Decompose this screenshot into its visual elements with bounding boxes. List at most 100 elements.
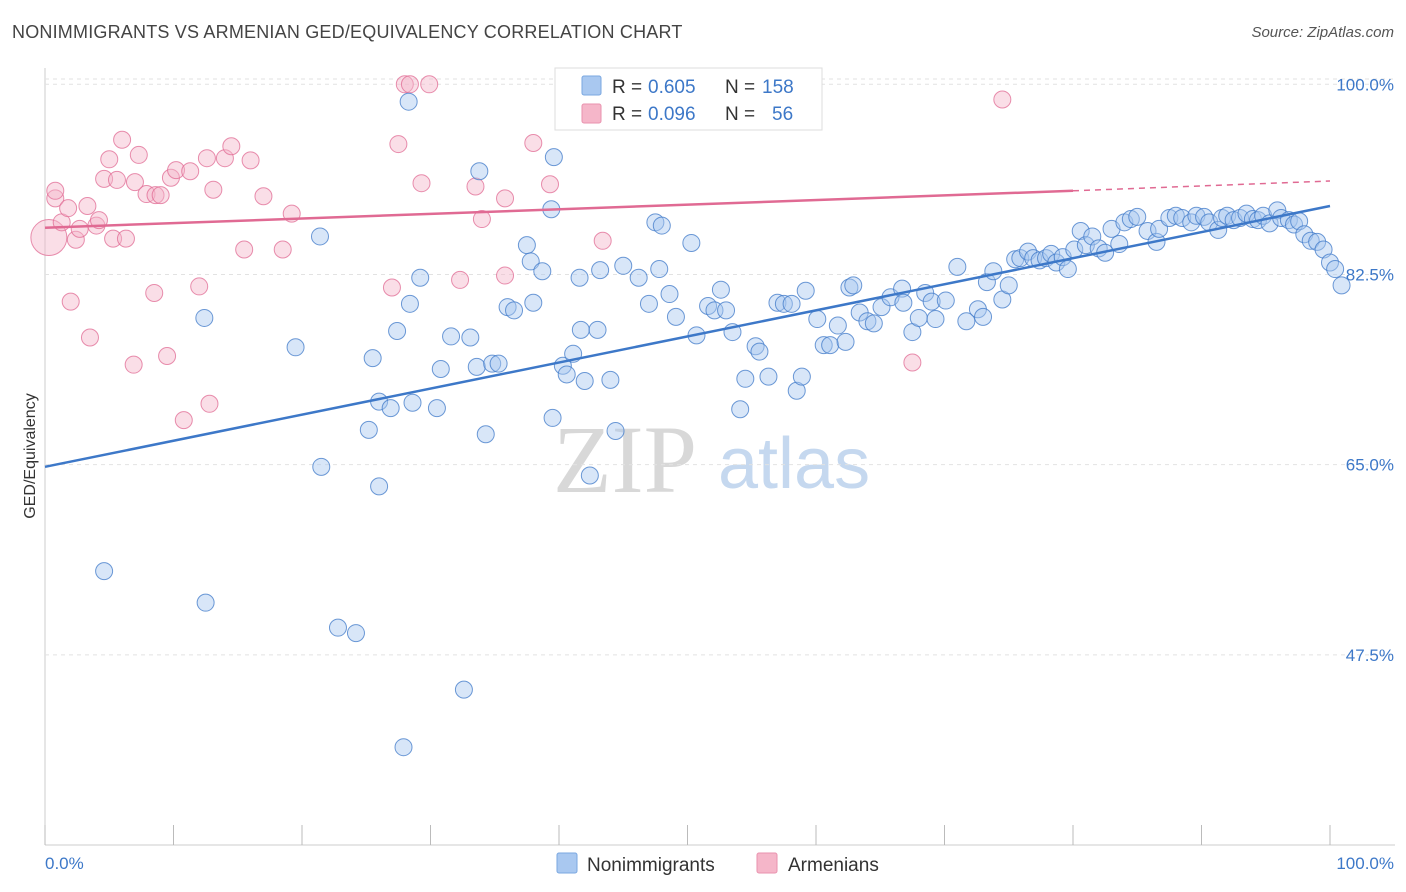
armenians-point bbox=[129, 145, 148, 164]
armenians-point bbox=[412, 174, 431, 193]
x-tick-label-min: 0.0% bbox=[45, 854, 84, 873]
armenians-point bbox=[78, 197, 97, 216]
armenians-point bbox=[222, 137, 241, 156]
watermark-atlas: atlas bbox=[718, 424, 870, 504]
nonimmigrants-point bbox=[1083, 227, 1102, 246]
nonimmigrants-point bbox=[864, 314, 883, 333]
armenians-point bbox=[181, 162, 200, 181]
x-tick-label-max: 100.0% bbox=[1336, 854, 1394, 873]
nonimmigrants-point bbox=[580, 466, 599, 485]
bottom-legend-label-armenians: Armenians bbox=[788, 855, 879, 876]
nonimmigrants-point bbox=[571, 320, 590, 339]
nonimmigrants-point bbox=[431, 360, 450, 379]
y-tick-label: 82.5% bbox=[1346, 265, 1394, 284]
armenians-point bbox=[70, 219, 89, 238]
watermark-zip: ZIP bbox=[553, 406, 697, 513]
nonimmigrants-point bbox=[461, 328, 480, 347]
y-tick-label: 65.0% bbox=[1346, 456, 1394, 475]
armenians-point bbox=[273, 240, 292, 259]
armenians-point bbox=[466, 177, 485, 196]
nonimmigrants-point bbox=[922, 292, 941, 311]
nonimmigrants-point bbox=[1326, 260, 1345, 279]
nonimmigrants-point bbox=[346, 624, 365, 643]
armenians-point bbox=[107, 170, 126, 189]
nonimmigrants-point bbox=[370, 477, 389, 496]
armenians-point bbox=[524, 133, 543, 152]
nonimmigrants-point bbox=[411, 268, 430, 287]
nonimmigrants-point bbox=[808, 310, 827, 329]
nonimmigrants-point bbox=[505, 301, 524, 320]
armenians-point bbox=[95, 169, 114, 188]
legend-swatch-nonimmigrants bbox=[581, 75, 602, 96]
nonimmigrants-point bbox=[601, 370, 620, 389]
nonimmigrants-point bbox=[774, 294, 793, 313]
bottom-legend-swatch-armenians bbox=[756, 852, 778, 874]
armenians-point bbox=[151, 186, 170, 205]
armenians-point bbox=[66, 230, 85, 249]
armenians-point bbox=[496, 189, 515, 208]
armenians-point bbox=[200, 394, 219, 413]
nonimmigrants-point bbox=[543, 408, 562, 427]
nonimmigrants-point bbox=[1058, 260, 1077, 279]
nonimmigrants-point bbox=[359, 420, 378, 439]
legend-box: R = 0.605 N = 158 R = 0.096 N = 56 bbox=[554, 67, 823, 131]
nonimmigrants-point bbox=[1308, 232, 1327, 251]
armenians-point bbox=[382, 278, 401, 297]
nonimmigrants-point bbox=[682, 233, 701, 252]
armenians-point bbox=[89, 211, 108, 230]
nonimmigrants-point bbox=[736, 369, 755, 388]
armenians-point bbox=[420, 75, 439, 94]
nonimmigrants-point bbox=[858, 312, 877, 331]
nonimmigrants-point bbox=[1314, 240, 1333, 259]
nonimmigrants-point bbox=[948, 257, 967, 276]
nonimmigrants-point bbox=[821, 336, 840, 355]
armenians-point bbox=[541, 175, 560, 194]
armenians-point bbox=[158, 346, 177, 365]
armenians-point bbox=[190, 277, 209, 296]
nonimmigrants-point bbox=[544, 148, 563, 167]
nonimmigrants-point bbox=[828, 316, 847, 335]
legend-r-label-2: R = bbox=[612, 104, 642, 125]
armenians-point bbox=[46, 181, 65, 200]
nonimmigrants-point bbox=[792, 367, 811, 386]
nonimmigrants-point bbox=[403, 393, 422, 412]
y-tick-labels: 100.0% 82.5% 65.0% 47.5% bbox=[1336, 75, 1394, 665]
nonimmigrants-point bbox=[1332, 276, 1351, 295]
nonimmigrants-point bbox=[442, 327, 461, 346]
armenians-point bbox=[389, 135, 408, 154]
chart-title: NONIMMIGRANTS VS ARMENIAN GED/EQUIVALENC… bbox=[12, 22, 683, 42]
armenians-point bbox=[59, 199, 78, 218]
armenians-point bbox=[400, 75, 419, 94]
armenians-point bbox=[451, 270, 470, 289]
nonimmigrants-point bbox=[1121, 210, 1140, 229]
nonimmigrants-point bbox=[872, 298, 891, 317]
nonimmigrants-point bbox=[286, 338, 305, 357]
nonimmigrants-point bbox=[310, 227, 329, 246]
armenians-point bbox=[100, 150, 119, 169]
nonimmigrants-point bbox=[381, 399, 400, 418]
nonimmigrants-point bbox=[999, 276, 1018, 295]
nonimmigrants-point bbox=[400, 294, 419, 313]
nonimmigrants-point bbox=[717, 301, 736, 320]
nonimmigrants-point bbox=[399, 92, 418, 111]
nonimmigrants-point bbox=[1166, 206, 1185, 225]
nonimmigrants-point bbox=[570, 268, 589, 287]
nonimmigrants-point bbox=[427, 399, 446, 418]
armenians-point bbox=[395, 75, 414, 94]
legend-n-value-1: 158 bbox=[762, 77, 794, 98]
armenians-point bbox=[993, 90, 1012, 109]
nonimmigrants-point bbox=[759, 367, 778, 386]
trend-line-armenians-extension bbox=[1072, 180, 1331, 192]
nonimmigrants-point bbox=[629, 268, 648, 287]
nonimmigrants-point bbox=[312, 457, 331, 476]
armenians-point bbox=[593, 231, 612, 250]
armenians-point bbox=[113, 130, 132, 149]
armenians-point bbox=[116, 229, 135, 248]
nonimmigrants-point bbox=[974, 307, 993, 326]
nonimmigrants-point bbox=[650, 260, 669, 279]
nonimmigrants-point bbox=[844, 276, 863, 295]
nonimmigrants-point bbox=[787, 381, 806, 400]
armenians-point bbox=[46, 189, 65, 208]
nonimmigrants-point bbox=[363, 349, 382, 368]
nonimmigrants-point bbox=[1173, 208, 1192, 227]
